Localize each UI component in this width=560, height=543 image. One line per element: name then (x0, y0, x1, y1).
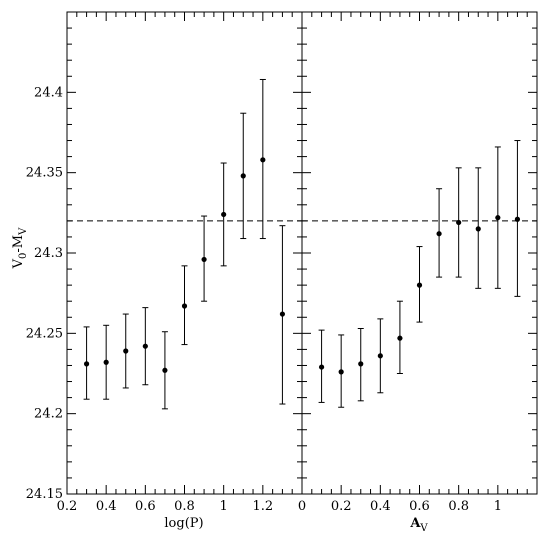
data-point-right (338, 369, 344, 375)
data-point-right (397, 335, 403, 341)
data-point-left (181, 303, 188, 309)
y-tick-label: 24.25 (26, 326, 63, 341)
x-tick-label-left: 0.2 (57, 499, 78, 514)
panel-right-av: 0 0.2 0.4 0.6 0.8 1 (298, 11, 538, 514)
data-point-left (162, 367, 168, 373)
y-tick-label: 24.3 (34, 246, 63, 261)
data-point-right (456, 219, 462, 226)
y-tick-label: 24.2 (34, 407, 63, 422)
x-axis-title-av: AV (409, 516, 428, 534)
data-point-left (221, 211, 227, 218)
data-point-left (123, 348, 129, 354)
data-point-left (279, 311, 286, 317)
x-tick-label-right: 0.8 (448, 499, 469, 514)
data-point-right (495, 215, 501, 221)
y-tick-label: 24.4 (34, 85, 63, 100)
data-point-left (83, 361, 90, 367)
data-point-left (103, 359, 109, 365)
y-axis-title: V0-MV (11, 227, 29, 269)
data-point-right (475, 226, 481, 232)
y-tick-label: 24.15 (26, 487, 63, 502)
data-point-left (240, 173, 246, 179)
panel-left-logp: 0.2 0.4 0.6 0.8 1 1.2 24.15 24.2 24.25 24.3 24.35 2… (26, 11, 303, 514)
data-point-left (142, 343, 148, 349)
x-tick-label-right: 1 (494, 499, 502, 514)
x-tick-label-left: 1 (220, 499, 228, 514)
x-tick-label-right: 0.6 (409, 499, 430, 514)
data-point-left (201, 256, 207, 263)
x-tick-label-left: 0.8 (174, 499, 195, 514)
y-tick-label: 24.35 (26, 166, 63, 181)
data-point-right (377, 353, 383, 359)
data-point-right (416, 282, 423, 288)
plot-frame-left (66, 11, 303, 495)
data-point-right (318, 364, 325, 370)
data-point-right (358, 361, 364, 367)
data-point-right (514, 216, 521, 222)
x-tick-label-right: 0.4 (370, 499, 391, 514)
x-tick-label-right: 0 (298, 499, 306, 514)
x-tick-label-left: 0.6 (135, 499, 156, 514)
x-tick-label-left: 0.4 (96, 499, 117, 514)
x-axis-title-logp: log(P) (164, 516, 203, 531)
x-tick-label-left: 1.2 (252, 499, 273, 514)
x-tick-label-right: 0.2 (331, 499, 352, 514)
data-point-left (260, 157, 266, 163)
data-point-right (436, 231, 442, 237)
